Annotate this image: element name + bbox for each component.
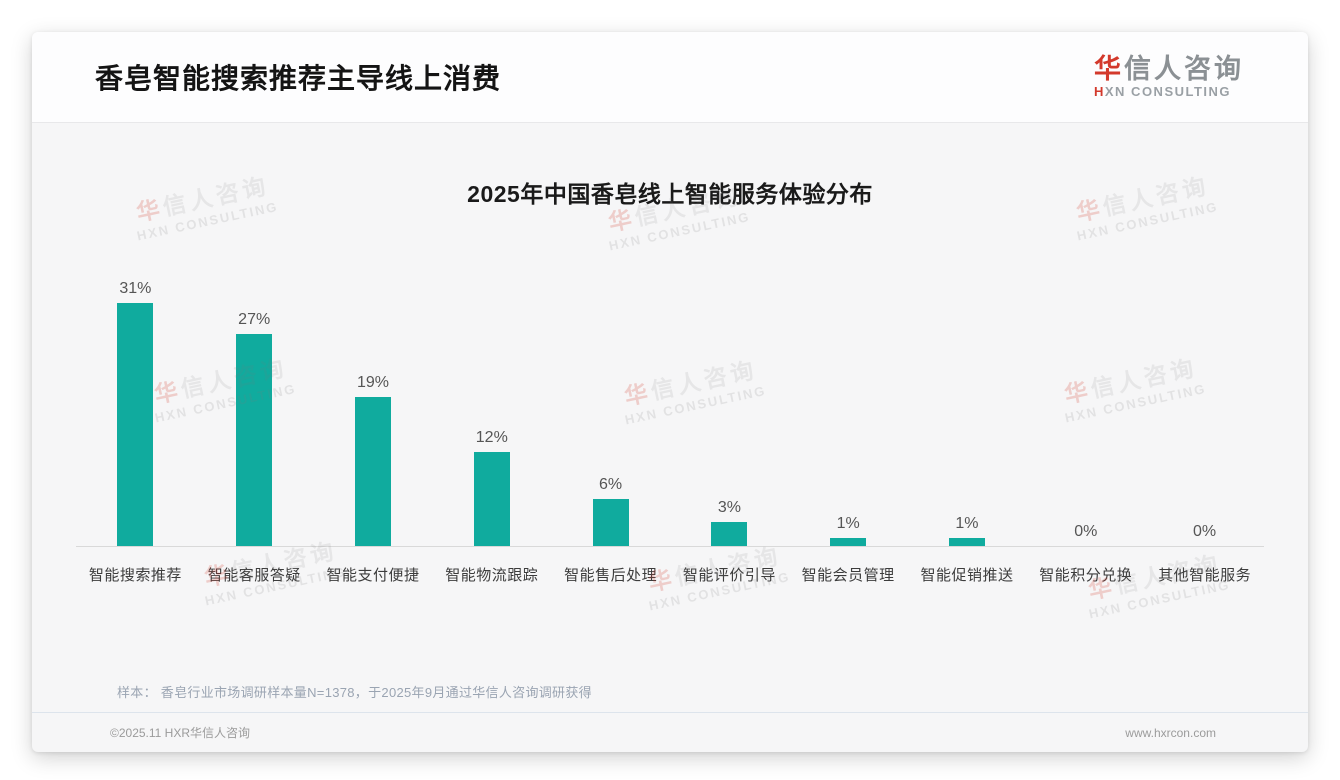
bar-column: 6%	[551, 476, 670, 546]
bar-value-label: 0%	[1193, 523, 1217, 540]
report-header: 香皂智能搜索推荐主导线上消费 华信人咨询 HXN CONSULTING	[32, 32, 1308, 123]
bar-value-label: 1%	[836, 515, 860, 532]
bar-value-label: 1%	[955, 515, 979, 532]
bar	[830, 538, 867, 546]
category-label: 智能物流跟踪	[445, 567, 539, 584]
chart-title: 2025年中国香皂线上智能服务体验分布	[467, 181, 873, 207]
bar	[592, 499, 629, 546]
category-label: 智能售后处理	[564, 567, 658, 584]
category-label: 智能评价引导	[682, 567, 776, 584]
category-label: 智能支付便捷	[326, 567, 420, 584]
bar-value-label: 27%	[238, 311, 271, 328]
bar	[948, 538, 985, 546]
bar-column: 27%	[195, 311, 314, 546]
logo-chinese-name: 华信人咨询	[1094, 54, 1244, 84]
page-title: 香皂智能搜索推荐主导线上消费	[95, 63, 502, 94]
bar-column: 3%	[670, 499, 789, 546]
copyright-text: ©2025.11 HXR华信人咨询	[110, 726, 250, 740]
category-label: 智能促销推送	[920, 567, 1014, 584]
company-logo: 华信人咨询 HXN CONSULTING	[1094, 54, 1244, 100]
category-label: 智能搜索推荐	[88, 567, 182, 584]
bar	[711, 522, 748, 546]
category-label: 智能客服答疑	[207, 567, 301, 584]
bar-value-label: 6%	[599, 476, 623, 493]
bar-column: 19%	[314, 374, 433, 546]
bar-column: 0%	[1145, 523, 1264, 546]
bar-column: 1%	[789, 515, 908, 546]
website-link[interactable]: www.hxrcon.com	[1125, 725, 1216, 740]
bar-column: 1%	[908, 515, 1027, 546]
bar-chart-plot-area: 31% 27% 19% 12% 6% 3% 1% 1% 0% 0%	[76, 265, 1264, 547]
bar-value-label: 31%	[119, 280, 152, 297]
logo-english-name: HXN CONSULTING	[1094, 84, 1232, 100]
bar-value-label: 12%	[475, 429, 508, 446]
bar-column: 31%	[76, 280, 195, 546]
bar	[354, 397, 391, 546]
bar	[117, 303, 154, 546]
bar-value-label: 19%	[356, 374, 389, 391]
category-label: 智能会员管理	[801, 567, 895, 584]
bar	[473, 452, 510, 546]
report-card: 香皂智能搜索推荐主导线上消费 华信人咨询 HXN CONSULTING 2025…	[32, 32, 1308, 752]
bar	[236, 334, 273, 546]
bar-column: 12%	[432, 429, 551, 546]
bar-chart-category-axis: 智能搜索推荐 智能客服答疑 智能支付便捷 智能物流跟踪 智能售后处理 智能评价引导 智能会员…	[76, 547, 1264, 585]
bar-column: 0%	[1026, 523, 1145, 546]
category-label: 其他智能服务	[1158, 567, 1252, 584]
bar-value-label: 3%	[717, 499, 741, 516]
report-footer: ©2025.11 HXR华信人咨询 www.hxrcon.com	[32, 712, 1308, 752]
sample-note: 样本： 香皂行业市场调研样本量N=1378，于2025年9月通过华信人咨询调研获…	[117, 685, 592, 700]
bar-value-label: 0%	[1074, 523, 1098, 540]
category-label: 智能积分兑换	[1039, 567, 1133, 584]
